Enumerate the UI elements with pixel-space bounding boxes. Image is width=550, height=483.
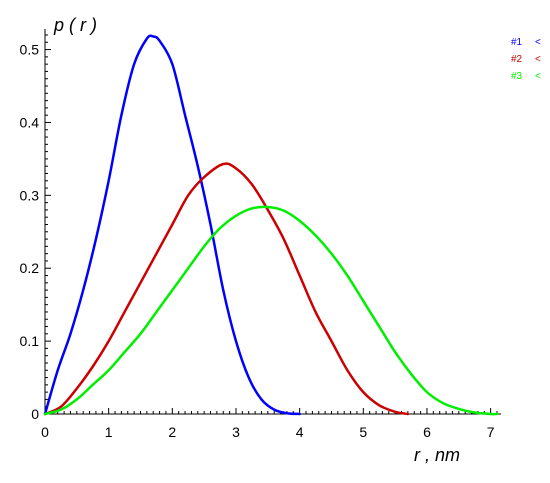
x-tick-label: 3 <box>232 424 240 440</box>
y-tick-label: 0.2 <box>20 260 40 276</box>
x-tick-label: 2 <box>168 424 176 440</box>
series-line-2 <box>43 162 410 416</box>
x-axis-title: r , nm <box>414 445 460 465</box>
y-tick-label: 0.3 <box>20 187 40 203</box>
x-tick-label: 4 <box>296 424 304 440</box>
legend: #1 < #2 < #3 < <box>511 37 541 82</box>
y-axis-title: p ( r ) <box>53 15 97 35</box>
y-tick-label: 0.5 <box>20 42 40 58</box>
legend-marker-1: < <box>535 37 541 48</box>
legend-marker-3: < <box>535 71 541 82</box>
x-tick-label: 5 <box>359 424 367 440</box>
y-tick-label: 0.4 <box>20 114 40 130</box>
axes <box>44 29 501 415</box>
legend-label-3: #3 <box>511 71 523 82</box>
series-lines <box>43 34 499 416</box>
y-tick-label: 0 <box>31 406 39 422</box>
series-line-1 <box>43 34 301 416</box>
axis-ticks: 0 1 2 3 4 5 6 7 0 0.1 0.2 0.3 0.4 0.5 <box>20 34 498 440</box>
y-tick-label: 0.1 <box>20 333 40 349</box>
legend-label-2: #2 <box>511 54 523 65</box>
x-tick-label: 0 <box>41 424 49 440</box>
x-tick-label: 1 <box>105 424 113 440</box>
legend-label-1: #1 <box>511 37 523 48</box>
legend-marker-2: < <box>535 54 541 65</box>
series-line-3 <box>43 205 499 416</box>
x-tick-label: 6 <box>423 424 431 440</box>
x-tick-label: 7 <box>487 424 495 440</box>
